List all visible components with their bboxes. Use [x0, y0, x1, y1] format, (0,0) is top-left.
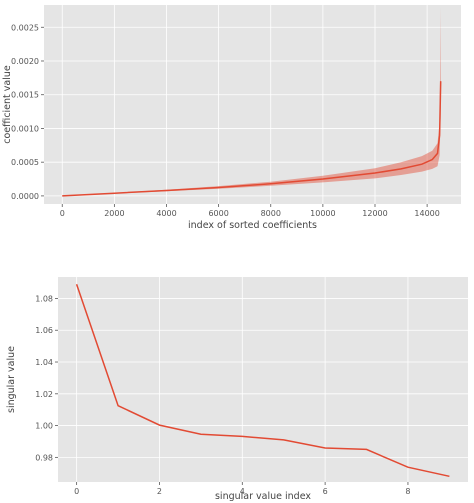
- y-tick-label: 0.98: [35, 453, 53, 462]
- x-tick-label: 2: [157, 487, 162, 496]
- x-tick-label: 0: [74, 487, 79, 496]
- y-axis-label: coefficient value: [2, 65, 13, 144]
- y-ticks: 0.98 1.00 1.02 1.04 1.06 1.08: [35, 294, 58, 462]
- mean-series-line: [62, 81, 442, 197]
- x-tick-label: 8000: [261, 209, 281, 218]
- x-tick-label: 4000: [156, 209, 176, 218]
- y-tick-label: 0.0000: [11, 192, 39, 201]
- mean-line: [62, 81, 442, 197]
- y-tick-label: 1.02: [35, 390, 53, 399]
- singular-value-line: [75, 283, 450, 478]
- x-tick-label: 4: [240, 487, 245, 496]
- x-tick-label: 8: [405, 487, 410, 496]
- y-tick-label: 1.04: [35, 358, 53, 367]
- x-tick-label: 14000: [414, 209, 439, 218]
- y-tick-label: 0.0005: [11, 158, 39, 167]
- y-tick-label: 1.08: [35, 294, 53, 303]
- x-tick-label: 6000: [208, 209, 228, 218]
- y-tick-label: 0.0015: [11, 91, 39, 100]
- x-tick-label: 10000: [310, 209, 335, 218]
- y-tick-label: 0.0025: [11, 23, 39, 32]
- x-tick-label: 0: [60, 209, 65, 218]
- grid-lines: [44, 5, 461, 204]
- x-ticks: 0 2 4 6 8: [74, 482, 410, 496]
- y-tick-label: 1.00: [35, 422, 53, 431]
- plot-area: [58, 277, 468, 482]
- x-ticks: 0 2000 4000 6000 8000 10000 12000 14000: [60, 204, 440, 218]
- chart-top: 0 2000 4000 6000 8000 10000 12000 14000 0.00000…: [2, 5, 461, 231]
- x-tick-label: 2000: [104, 209, 124, 218]
- x-axis-label: index of sorted coefficients: [188, 220, 317, 231]
- x-axis-label: singular value index: [215, 491, 311, 502]
- y-tick-label: 1.06: [35, 326, 53, 335]
- y-axis-label: singular value: [6, 346, 17, 413]
- y-tick-label: 0.0020: [11, 57, 39, 66]
- grid-lines: [58, 277, 468, 482]
- x-tick-label: 6: [323, 487, 328, 496]
- line-series: [75, 283, 450, 478]
- chart-bottom: 0 2 4 6 8 0.98 1.00 1.02 1.04 1.06 1.08 singular …: [6, 277, 468, 502]
- y-ticks: 0.0000 0.0005 0.0010 0.0015 0.0020 0.0025: [11, 23, 44, 201]
- y-tick-label: 0.0010: [11, 124, 39, 133]
- x-tick-label: 12000: [362, 209, 387, 218]
